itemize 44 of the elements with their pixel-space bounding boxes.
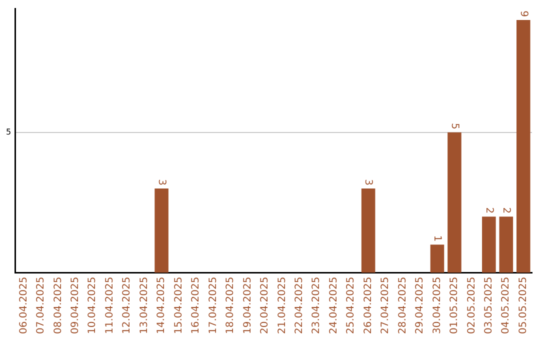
x-tick-label: 01.05.2025 <box>449 276 460 334</box>
x-tick-label: 25.04.2025 <box>346 276 357 334</box>
x-tick-label: 04.05.2025 <box>500 276 512 334</box>
x-tick-label: 16.04.2025 <box>190 276 202 334</box>
x-tick-label: 10.04.2025 <box>87 276 98 334</box>
bar <box>448 132 462 273</box>
x-tick-label: 20.04.2025 <box>260 276 271 334</box>
x-tick-label: 18.04.2025 <box>225 276 236 334</box>
x-tick-label: 13.04.2025 <box>138 276 150 334</box>
x-tick-label: 29.04.2025 <box>414 276 426 334</box>
data-label: 3 <box>362 179 374 186</box>
x-tick-label: 30.04.2025 <box>432 276 443 334</box>
x-tick-label: 02.05.2025 <box>466 276 478 334</box>
x-tick-label: 23.04.2025 <box>311 276 322 334</box>
data-label: 5 <box>448 122 460 130</box>
x-tick-label: 28.04.2025 <box>397 276 408 334</box>
x-tick-label: 09.04.2025 <box>70 276 81 334</box>
x-tick-label: 27.04.2025 <box>380 276 392 334</box>
x-tick-label: 12.04.2025 <box>122 276 133 334</box>
x-tick-label: 24.04.2025 <box>328 276 340 334</box>
data-label: 1 <box>432 235 443 242</box>
bar <box>499 216 514 273</box>
bar <box>361 188 376 273</box>
bar <box>430 244 444 273</box>
x-tick-label: 08.04.2025 <box>52 276 64 334</box>
x-tick-label: 21.04.2025 <box>276 276 288 334</box>
x-tick-label: 11.04.2025 <box>104 276 116 334</box>
x-tick-label: 22.04.2025 <box>294 276 305 334</box>
x-tick-label: 19.04.2025 <box>242 276 254 334</box>
data-label: 3 <box>156 179 167 186</box>
x-tick-label: 07.04.2025 <box>36 276 47 334</box>
bar <box>154 188 168 273</box>
x-tick-label: 06.04.2025 <box>18 276 30 334</box>
x-tick-label: 14.04.2025 <box>156 276 168 334</box>
x-tick-label: 15.04.2025 <box>173 276 184 334</box>
bar <box>482 216 496 273</box>
data-label: 2 <box>483 207 494 214</box>
x-tick-label: 05.05.2025 <box>518 276 529 334</box>
x-tick-label: 03.05.2025 <box>484 276 495 334</box>
data-label: 9 <box>518 10 529 18</box>
x-tick-label: 26.04.2025 <box>362 276 374 334</box>
data-label: 2 <box>500 207 512 214</box>
bar <box>516 20 530 273</box>
x-tick-label: 17.04.2025 <box>208 276 219 334</box>
